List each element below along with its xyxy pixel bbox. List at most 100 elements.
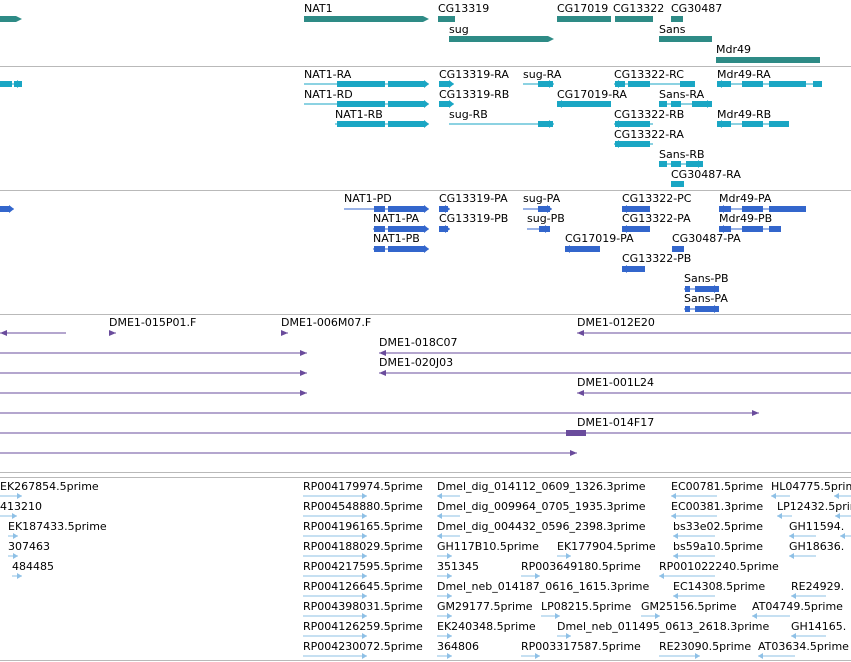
protein-exon[interactable] [388, 226, 424, 232]
est-label[interactable]: RP004126645.5prime [303, 580, 423, 593]
est-arrow[interactable] [758, 653, 763, 659]
transcript-arrow[interactable] [698, 160, 703, 168]
est-arrow[interactable] [673, 593, 678, 599]
est-label[interactable]: RP004230072.5prime [303, 640, 423, 653]
transcript-exon[interactable] [439, 101, 450, 107]
protein-arrow[interactable] [622, 225, 627, 233]
est-label[interactable]: 413210 [0, 500, 42, 513]
est-label[interactable]: RP004179974.5prime [303, 480, 423, 493]
gene-glyph[interactable] [659, 36, 712, 42]
protein-label[interactable]: CG13319-PB [439, 212, 509, 225]
gene-label[interactable]: CG13319 [438, 2, 490, 15]
est-arrow[interactable] [13, 533, 18, 539]
protein-label[interactable]: NAT1-PB [373, 232, 420, 245]
protein-arrow[interactable] [719, 225, 724, 233]
est-arrow[interactable] [655, 613, 660, 619]
transcript-label[interactable]: CG13319-RB [439, 88, 510, 101]
est-arrow[interactable] [447, 573, 452, 579]
gene-glyph[interactable] [557, 16, 611, 22]
transcript-arrow[interactable] [707, 100, 712, 108]
est-label[interactable]: Dmel_dig_004432_0596_2398.3prime [437, 520, 646, 533]
transcript-arrow[interactable] [424, 120, 429, 128]
protein-label[interactable]: Sans-PB [684, 272, 729, 285]
transcript-exon[interactable] [439, 81, 450, 87]
transcript-arrow[interactable] [717, 120, 722, 128]
protein-exon[interactable] [719, 206, 731, 212]
protein-arrow[interactable] [622, 205, 627, 213]
transcript-exon[interactable] [615, 141, 650, 147]
transcript-exon[interactable] [538, 81, 553, 87]
transcript-exon[interactable] [337, 101, 385, 107]
est-label[interactable]: Dmel_neb_011495_0613_2618.3prime [557, 620, 770, 633]
gene-label[interactable]: CG17019 [557, 2, 609, 15]
est-arrow[interactable] [791, 633, 796, 639]
est-label[interactable]: GM29177.5prime [437, 600, 533, 613]
clone-arrow[interactable] [379, 370, 386, 376]
clone-arrow[interactable] [300, 390, 307, 396]
est-label[interactable]: HL04775.5prime [771, 480, 851, 493]
protein-label[interactable]: Sans-PA [684, 292, 728, 305]
transcript-exon[interactable] [659, 101, 667, 107]
transcript-label[interactable]: CG30487-RA [671, 168, 741, 181]
transcript-arrow[interactable] [449, 100, 454, 108]
clone-arrow[interactable] [0, 330, 7, 336]
clone-label[interactable]: DME1-006M07.F [281, 316, 372, 329]
clone-label[interactable]: DME1-014F17 [577, 416, 655, 429]
est-arrow[interactable] [17, 493, 22, 499]
protein-exon[interactable] [374, 206, 385, 212]
transcript-arrow[interactable] [424, 80, 429, 88]
protein-label[interactable]: CG13322-PB [622, 252, 692, 265]
est-arrow[interactable] [362, 513, 367, 519]
est-arrow[interactable] [659, 573, 664, 579]
clone-arrow[interactable] [281, 330, 288, 336]
transcript-label[interactable]: Sans-RA [659, 88, 705, 101]
est-arrow[interactable] [535, 653, 540, 659]
est-label[interactable]: bs59a10.5prime [673, 540, 763, 553]
protein-label[interactable]: sug-PA [523, 192, 561, 205]
est-arrow[interactable] [12, 513, 17, 519]
transcript-label[interactable]: CG13322-RB [614, 108, 685, 121]
est-arrow[interactable] [840, 533, 845, 539]
est-arrow[interactable] [673, 533, 678, 539]
transcript-exon[interactable] [813, 81, 822, 87]
transcript-exon[interactable] [388, 81, 424, 87]
transcript-label[interactable]: sug-RA [523, 68, 562, 81]
transcript-exon[interactable] [538, 121, 553, 127]
est-label[interactable]: GM25156.5prime [641, 600, 737, 613]
transcript-exon[interactable] [692, 101, 712, 107]
transcript-exon[interactable] [0, 81, 12, 87]
transcript-arrow[interactable] [549, 120, 554, 128]
transcript-exon[interactable] [717, 81, 731, 87]
protein-arrow[interactable] [547, 205, 552, 213]
est-arrow[interactable] [447, 633, 452, 639]
est-arrow[interactable] [447, 653, 452, 659]
est-label[interactable]: 484485 [12, 560, 54, 573]
est-label[interactable]: RP004217595.5prime [303, 560, 423, 573]
est-arrow[interactable] [17, 573, 22, 579]
est-arrow[interactable] [671, 493, 676, 499]
transcript-exon[interactable] [628, 81, 650, 87]
clone-arrow[interactable] [300, 350, 307, 356]
est-label[interactable]: GH14165. [791, 620, 847, 633]
transcript-label[interactable]: NAT1-RD [304, 88, 353, 101]
transcript-arrow[interactable] [424, 100, 429, 108]
protein-label[interactable]: CG13319-PA [439, 192, 508, 205]
gene-glyph[interactable] [449, 36, 554, 42]
est-label[interactable]: EC14308.5prime [673, 580, 766, 593]
protein-arrow[interactable] [714, 305, 719, 313]
gene-glyph[interactable] [438, 16, 455, 22]
protein-arrow[interactable] [719, 205, 724, 213]
transcript-exon[interactable] [769, 81, 806, 87]
transcript-exon[interactable] [659, 161, 667, 167]
transcript-exon[interactable] [671, 101, 681, 107]
protein-arrow[interactable] [714, 285, 719, 293]
protein-arrow[interactable] [424, 245, 429, 253]
est-label[interactable]: EC00781.5prime [671, 480, 764, 493]
est-label[interactable]: EK177904.5prime [557, 540, 656, 553]
est-label[interactable]: 364806 [437, 640, 479, 653]
est-label[interactable]: RP004196165.5prime [303, 520, 423, 533]
transcript-label[interactable]: Mdr49-RB [717, 108, 772, 121]
est-arrow[interactable] [789, 553, 794, 559]
est-arrow[interactable] [777, 513, 782, 519]
clone-label[interactable]: DME1-012E20 [577, 316, 655, 329]
